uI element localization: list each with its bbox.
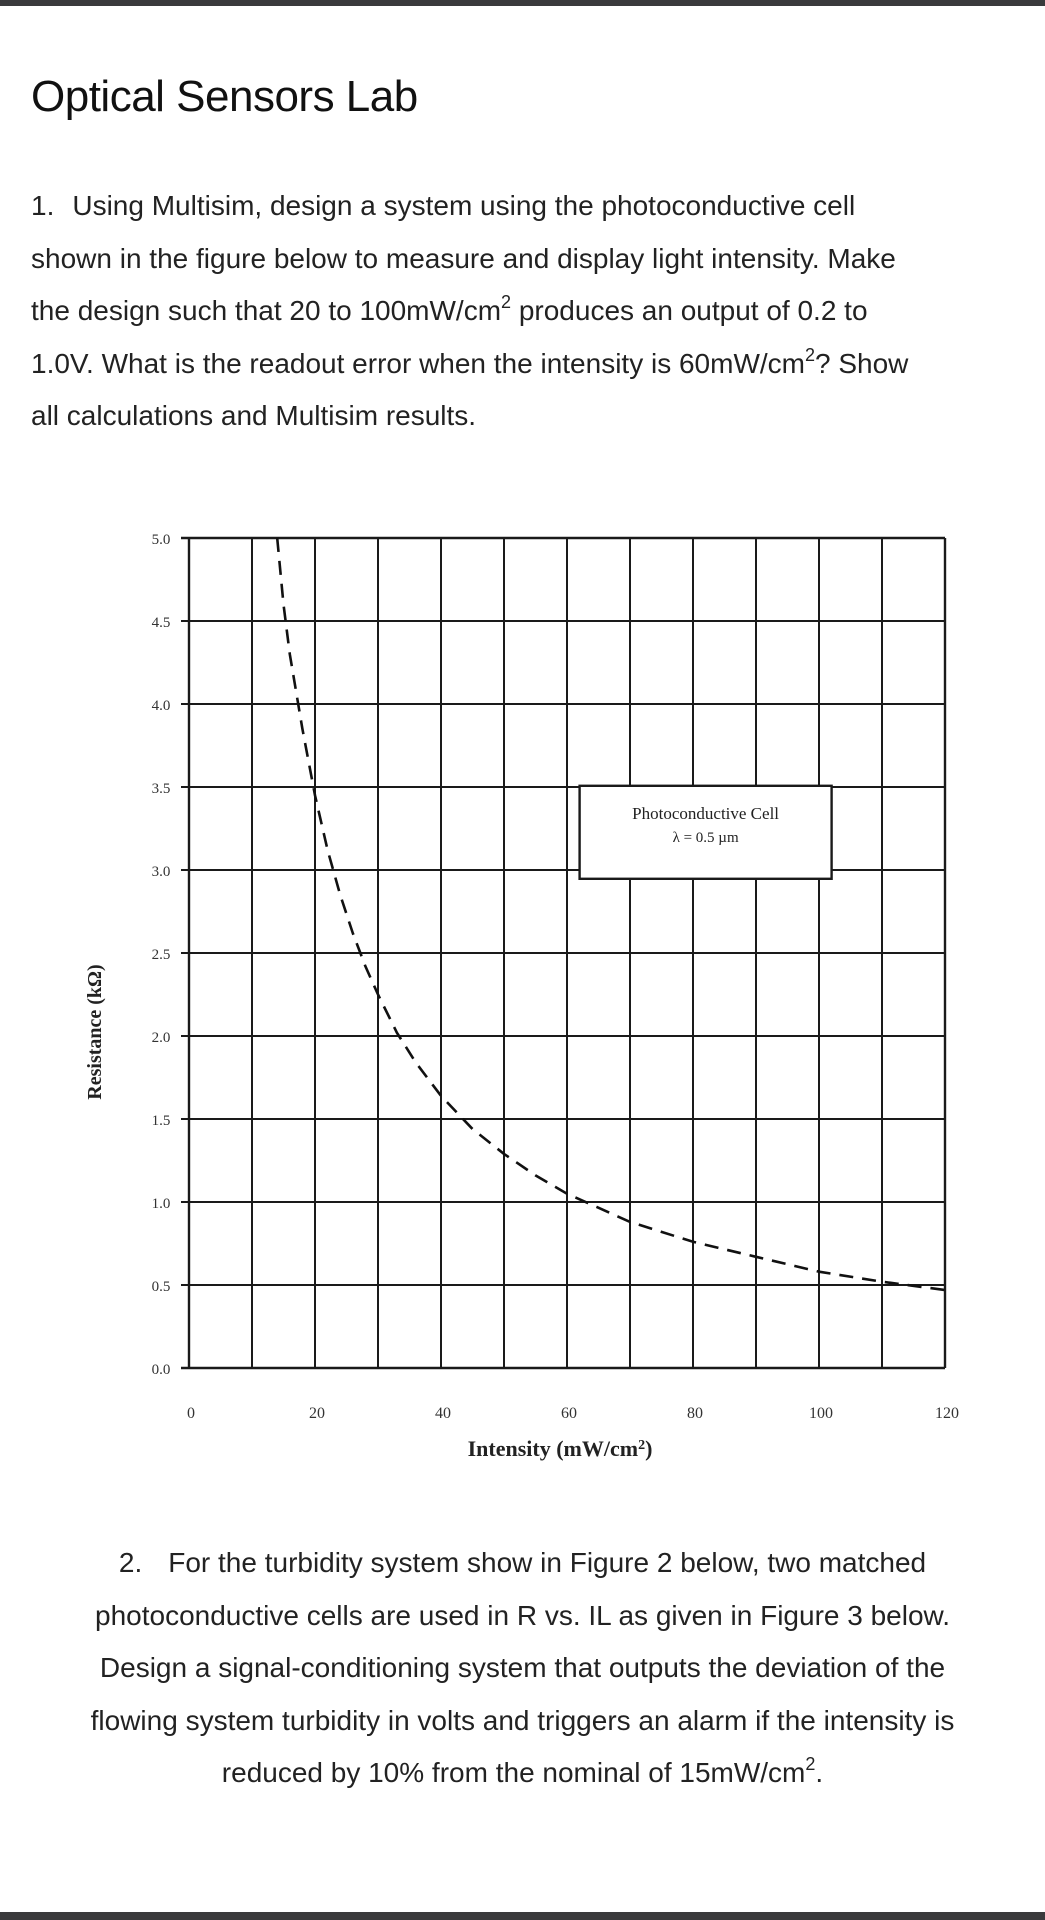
y-tick-label: 1.0 bbox=[152, 1196, 171, 1212]
annotation-title: Photoconductive Cell bbox=[632, 804, 779, 823]
x-tick-label: 120 bbox=[935, 1405, 959, 1422]
y-tick-label: 4.5 bbox=[152, 615, 171, 631]
top-status-bar bbox=[0, 0, 1045, 6]
question-1-line-5: all calculations and Multisim results. bbox=[31, 400, 477, 431]
question-2-number: 2. bbox=[118, 1547, 143, 1578]
y-tick-label: 0.5 bbox=[152, 1279, 171, 1295]
question-1-line-4: 1.0V. What is the readout error when the… bbox=[31, 338, 1016, 391]
x-tick-label: 40 bbox=[435, 1405, 451, 1422]
question-2-line-1: 2. For the turbidity system show in Figur… bbox=[40, 1537, 1005, 1590]
y-tick-label: 3.5 bbox=[152, 781, 171, 797]
y-tick-label: 2.0 bbox=[152, 1030, 171, 1046]
x-tick-label: 60 bbox=[561, 1405, 577, 1422]
chart-grid bbox=[181, 536, 947, 1370]
question-1-line-1: 1. Using Multisim, design a system using … bbox=[31, 180, 1016, 233]
question-1: 1. Using Multisim, design a system using … bbox=[31, 180, 1016, 443]
x-axis-label-end: ) bbox=[645, 1436, 652, 1461]
x-tick-label: 100 bbox=[809, 1405, 833, 1422]
question-2-text-5b: . bbox=[815, 1757, 824, 1788]
y-tick-label: 3.0 bbox=[152, 864, 171, 880]
chart-series bbox=[275, 537, 946, 1292]
page-title: Optical Sensors Lab bbox=[31, 72, 418, 121]
chart-ticks: 0.0 0.5 1.0 1.5 2.0 2.5 3.0 3.5 4.0 4.5 5.0 0 20 40 60… bbox=[152, 532, 959, 1422]
question-1-text-4a: 1.0V. What is the readout error when the… bbox=[31, 347, 805, 379]
question-1-sup-3: 2 bbox=[501, 292, 512, 312]
x-tick-label: 0 bbox=[187, 1405, 195, 1422]
question-1-sup-4: 2 bbox=[804, 344, 815, 365]
question-2-line-5: reduced by 10% from the nominal of 15mW/… bbox=[40, 1747, 1005, 1800]
y-tick-label: 1.5 bbox=[152, 1113, 171, 1129]
y-tick-label: 5.0 bbox=[152, 532, 171, 548]
question-1-text-4b: ? Show bbox=[815, 347, 909, 379]
resistance-curve bbox=[275, 537, 946, 1292]
question-2-text-1: For the turbidity system show in Figure … bbox=[168, 1547, 927, 1578]
question-2-text-5a: reduced by 10% from the nominal of 15mW/… bbox=[221, 1757, 806, 1788]
x-axis-label-sup: 2 bbox=[638, 1438, 645, 1453]
question-1-line-3: the design such that 20 to 100mW/cm2 pro… bbox=[31, 285, 1016, 338]
x-tick-label: 80 bbox=[687, 1405, 703, 1422]
question-1-text-3b: produces an output of 0.2 to bbox=[511, 295, 868, 326]
x-axis-label: Intensity (mW/cm2) bbox=[468, 1436, 653, 1461]
question-2: 2. For the turbidity system show in Figur… bbox=[40, 1537, 1005, 1800]
chart-annotation: Photoconductive Cell λ = 0.5 µm bbox=[578, 784, 833, 880]
question-2-line-3: Design a signal-conditioning system that… bbox=[99, 1652, 946, 1683]
resistance-intensity-chart: 0.0 0.5 1.0 1.5 2.0 2.5 3.0 3.5 4.0 4.5 5.0 0 20 40 60… bbox=[84, 532, 959, 1461]
question-2-line-2: photoconductive cells are used in R vs. … bbox=[95, 1599, 950, 1631]
bottom-navigation-bar bbox=[0, 1912, 1045, 1920]
y-axis-label: Resistance (kΩ) bbox=[84, 964, 106, 1099]
question-1-text-3a: the design such that 20 to 100mW/cm bbox=[31, 295, 502, 326]
question-1-number: 1. bbox=[31, 190, 55, 221]
question-2-line-4: flowing system turbidity in volts and tr… bbox=[90, 1704, 955, 1736]
y-tick-label: 4.0 bbox=[152, 698, 171, 714]
annotation-box bbox=[578, 784, 833, 880]
y-tick-label: 2.5 bbox=[152, 947, 171, 963]
x-axis-label-text: Intensity (mW/cm bbox=[468, 1436, 638, 1461]
resistance-intensity-figure: 0.0 0.5 1.0 1.5 2.0 2.5 3.0 3.5 4.0 4.5 5.0 0 20 40 60… bbox=[0, 515, 1045, 1485]
question-2-sup-5: 2 bbox=[805, 1754, 816, 1774]
y-tick-label: 0.0 bbox=[152, 1362, 171, 1378]
question-1-text-1: Using Multisim, design a system using th… bbox=[72, 190, 856, 221]
x-tick-label: 20 bbox=[309, 1405, 325, 1422]
question-1-line-2: shown in the figure below to measure and… bbox=[31, 242, 896, 274]
annotation-wavelength: λ = 0.5 µm bbox=[673, 830, 739, 846]
